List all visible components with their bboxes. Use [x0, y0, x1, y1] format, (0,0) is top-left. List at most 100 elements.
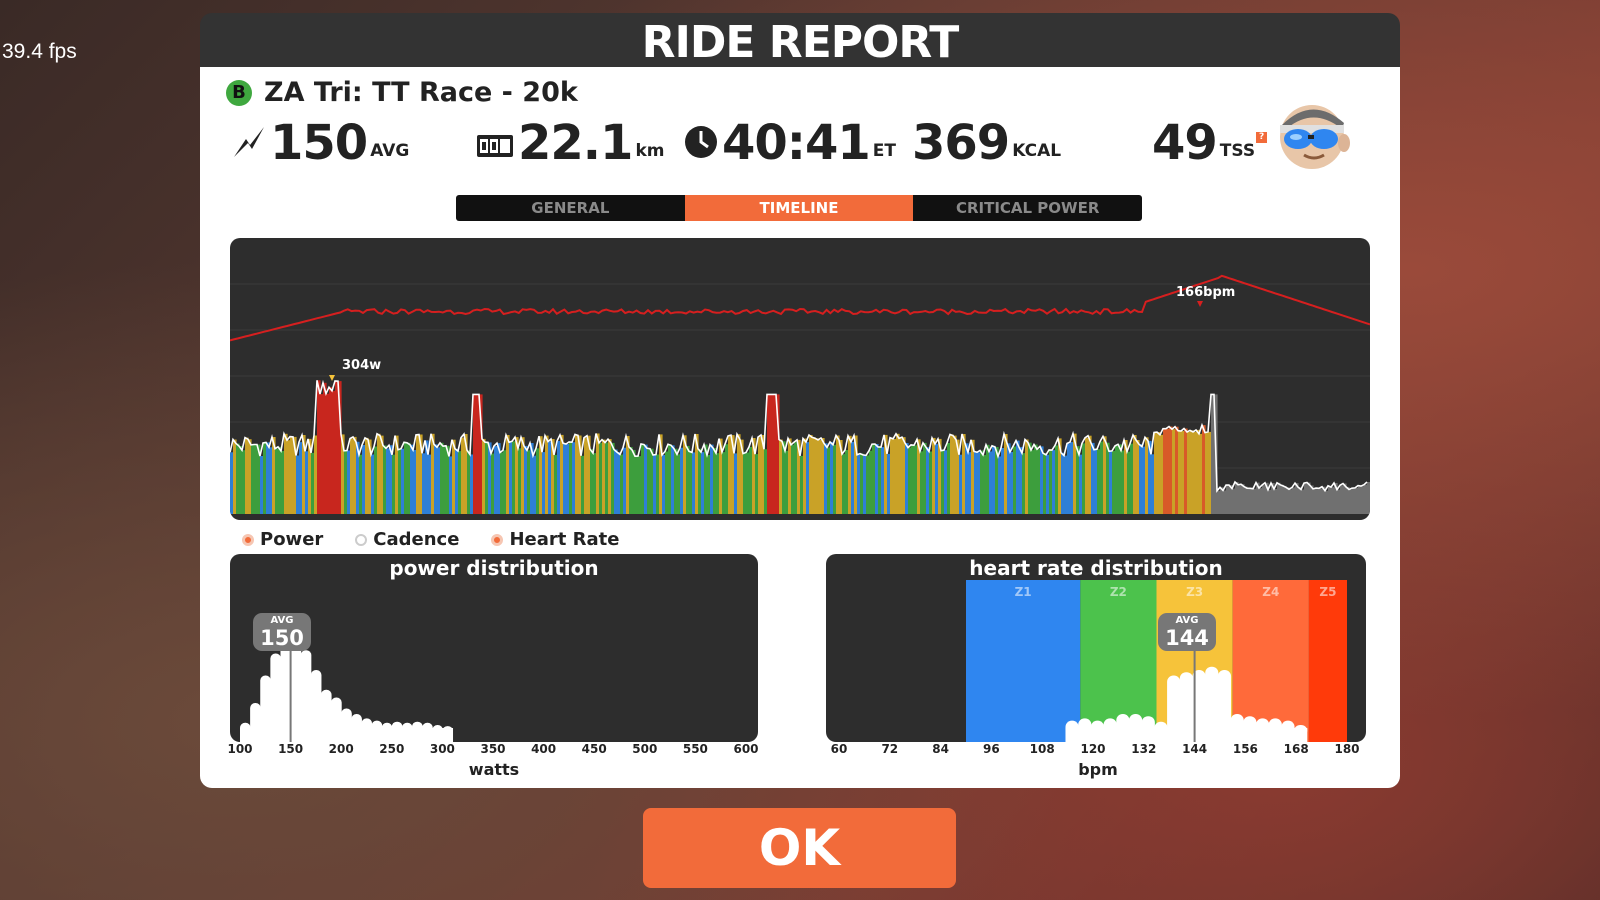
- power-bar: [1127, 451, 1131, 514]
- power-bar: [629, 447, 633, 514]
- legend-heart-rate-label: Heart Rate: [509, 529, 620, 550]
- power-bar: [1319, 488, 1323, 514]
- power-bar: [1274, 489, 1278, 514]
- power-bar: [758, 437, 762, 514]
- x-tick-label: 60: [830, 742, 848, 756]
- zone-label: Z4: [1262, 585, 1279, 599]
- ride-name: ZA Tri: TT Race - 20k: [264, 77, 578, 108]
- tss-value: 49: [1152, 115, 1218, 171]
- dist-bar-base: [1141, 728, 1155, 742]
- dist-bar-base: [250, 728, 261, 742]
- power-bar: [1331, 487, 1335, 514]
- power-bar: [1058, 438, 1062, 514]
- power-bar: [1349, 489, 1353, 514]
- power-bar: [254, 444, 258, 514]
- power-bar: [308, 438, 312, 514]
- power-bar: [572, 442, 576, 514]
- power-bar: [458, 451, 462, 514]
- legend-cadence[interactable]: Cadence: [355, 529, 459, 550]
- zone-label: Z3: [1186, 585, 1203, 599]
- power-bar: [1202, 425, 1206, 514]
- legend-power[interactable]: Power: [242, 529, 323, 550]
- power-bar: [1304, 483, 1308, 514]
- power-bar: [1172, 429, 1176, 514]
- power-bar: [602, 439, 606, 514]
- dist-bar: [270, 653, 281, 736]
- power-bar: [860, 453, 864, 514]
- power-bar: [839, 440, 843, 514]
- info-icon[interactable]: ?: [1256, 132, 1268, 143]
- power-bar: [890, 437, 894, 514]
- x-tick-label: 300: [429, 742, 455, 756]
- power-bar: [1328, 485, 1332, 514]
- hr-avg-badge: AVG 144: [1158, 613, 1216, 651]
- power-bar: [1085, 437, 1089, 514]
- power-bar: [770, 394, 774, 514]
- power-bar: [914, 445, 918, 514]
- power-bar: [809, 435, 813, 514]
- dist-bar-base: [260, 728, 271, 742]
- dist-bar-base: [371, 728, 383, 742]
- tab-general[interactable]: GENERAL: [531, 199, 610, 217]
- power-bar: [1235, 482, 1239, 514]
- x-tick-label: 180: [1334, 742, 1360, 756]
- power-bar: [476, 394, 480, 514]
- power-bar: [335, 381, 339, 514]
- power-x-ticks: 100 150 200 250 300 350 400 450 500 550 600: [227, 742, 758, 760]
- power-bar: [323, 382, 327, 514]
- power-bar: [362, 445, 366, 514]
- power-bar: [1334, 483, 1338, 514]
- power-bar: [857, 454, 861, 514]
- power-bar: [707, 455, 711, 514]
- power-bar: [833, 444, 837, 514]
- power-bar: [725, 444, 729, 514]
- power-bar: [347, 450, 351, 514]
- power-bar: [731, 435, 735, 514]
- dist-bar-base: [270, 728, 281, 742]
- power-bar: [674, 448, 678, 514]
- power-bar: [1091, 442, 1095, 514]
- stat-power: 150 AVG: [232, 117, 409, 169]
- tab-critical-power[interactable]: CRITICAL POWER: [955, 199, 1100, 217]
- power-bar: [1217, 490, 1221, 514]
- power-bar: [599, 442, 603, 514]
- power-bar: [1358, 485, 1362, 514]
- dist-bar-base: [310, 728, 322, 742]
- power-bar: [464, 434, 468, 514]
- power-bar: [929, 451, 933, 514]
- power-bar: [1313, 488, 1317, 514]
- power-bar: [569, 441, 573, 514]
- power-bar: [1310, 485, 1314, 514]
- legend-heart-rate[interactable]: Heart Rate: [491, 529, 619, 550]
- power-bar: [1187, 432, 1191, 514]
- power-bar: [782, 441, 786, 514]
- power-bar: [776, 394, 780, 514]
- power-bar: [1208, 431, 1212, 514]
- power-bar: [1244, 486, 1248, 514]
- power-bar: [1178, 430, 1182, 514]
- power-bar: [992, 445, 996, 514]
- dist-bar-base: [240, 728, 251, 742]
- dist-bar: [1205, 666, 1219, 736]
- ok-button[interactable]: OK: [643, 808, 956, 888]
- power-bar: [449, 456, 453, 514]
- power-bar: [896, 433, 900, 514]
- power-bar: [905, 443, 909, 514]
- fps-counter: 39.4 fps: [2, 40, 77, 63]
- power-x-title: watts: [468, 760, 520, 779]
- dist-bar: [331, 697, 342, 736]
- tab-timeline[interactable]: TIMELINE: [684, 195, 914, 221]
- power-bar: [437, 447, 441, 514]
- power-bar: [269, 447, 273, 514]
- dist-bar-base: [1294, 728, 1308, 742]
- power-bar: [455, 448, 459, 514]
- power-bar: [980, 450, 984, 514]
- clock-icon: [684, 125, 718, 163]
- power-bar: [581, 455, 585, 514]
- toggle-on-icon: [242, 533, 254, 546]
- power-bar: [962, 434, 966, 514]
- dist-bar-base: [300, 728, 312, 742]
- power-bar: [869, 450, 873, 514]
- x-tick-label: 400: [531, 742, 557, 756]
- hr-avg-label: AVG: [1175, 615, 1199, 626]
